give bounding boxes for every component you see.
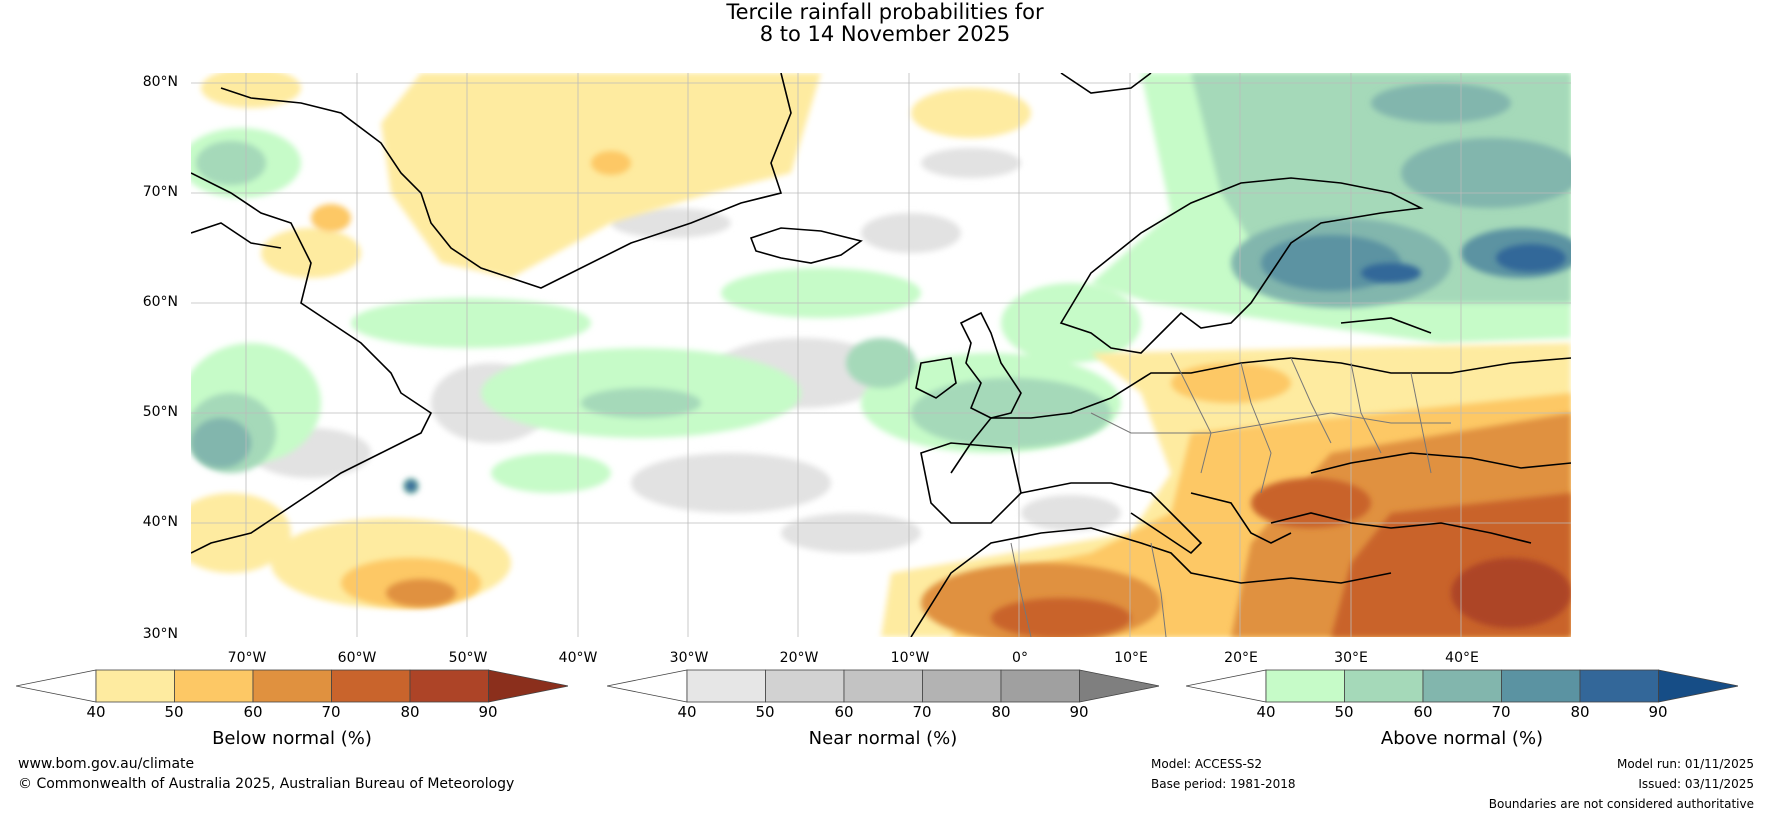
- graticule: [191, 73, 1571, 637]
- lon-label-0: 0°: [1012, 650, 1028, 666]
- near-colorbar-bin-5: [1000, 669, 1080, 703]
- cb-below-tick: 70: [321, 703, 341, 721]
- lat-label-60n: 60°N: [142, 294, 178, 310]
- cb-near-label: Near normal (%): [808, 728, 958, 749]
- coastlines: [191, 73, 1571, 637]
- lat-label-70n: 70°N: [142, 184, 178, 200]
- lon-label-70w: 70°W: [227, 650, 267, 666]
- lon-label-40w: 40°W: [558, 650, 598, 666]
- lon-label-40e: 40°E: [1445, 650, 1479, 666]
- base-period-text: Base period: 1981-2018: [1151, 777, 1296, 791]
- cb-above-label: Above normal (%): [1380, 728, 1544, 749]
- cb-near-tick: 60: [834, 703, 854, 721]
- cb-below-tick: 50: [164, 703, 184, 721]
- below-colorbar-bin-2: [174, 669, 254, 703]
- cb-above-tick: 70: [1491, 703, 1511, 721]
- cb-above-tick: 80: [1570, 703, 1590, 721]
- above-colorbar-bin-3: [1422, 669, 1502, 703]
- colorbar-above-normal: [1186, 669, 1738, 703]
- cb-near-tick: 40: [677, 703, 697, 721]
- below-colorbar-bin-4: [331, 669, 411, 703]
- lon-label-10w: 10°W: [890, 650, 930, 666]
- cb-below-tick: 80: [400, 703, 420, 721]
- cb-near-tick: 90: [1069, 703, 1089, 721]
- lat-label-80n: 80°N: [142, 74, 178, 90]
- copyright-text: © Commonwealth of Australia 2025, Austra…: [18, 776, 515, 792]
- cb-near-tick: 50: [755, 703, 775, 721]
- chart-title-line1: Tercile rainfall probabilities for: [726, 0, 1044, 24]
- near-colorbar-bin-3: [843, 669, 923, 703]
- cb-near-tick: 80: [991, 703, 1011, 721]
- above-colorbar-bin-5: [1579, 669, 1659, 703]
- website-text: www.bom.gov.au/climate: [18, 756, 195, 772]
- cb-below-tick: 40: [86, 703, 106, 721]
- disclaimer-text: Boundaries are not considered authoritat…: [1488, 797, 1754, 811]
- below-colorbar-bin-5: [409, 669, 489, 703]
- below-colorbar-high-extend: [488, 669, 568, 703]
- lon-label-30e: 30°E: [1334, 650, 1368, 666]
- below-colorbar-low-extend: [16, 669, 97, 703]
- above-colorbar-high-extend: [1658, 669, 1738, 703]
- lon-label-20e: 20°E: [1224, 650, 1258, 666]
- above-colorbar-bin-4: [1501, 669, 1581, 703]
- near-colorbar-high-extend: [1079, 669, 1159, 703]
- chart-title-line2: 8 to 14 November 2025: [759, 22, 1011, 46]
- cb-above-tick: 40: [1256, 703, 1276, 721]
- cb-near-tick: 70: [912, 703, 932, 721]
- lon-label-30w: 30°W: [669, 650, 709, 666]
- lat-label-50n: 50°N: [142, 404, 178, 420]
- below-colorbar-bin-1: [95, 669, 175, 703]
- cb-below-label: Below normal (%): [212, 728, 372, 749]
- probability-map: [191, 73, 1571, 637]
- cb-above-tick: 60: [1413, 703, 1433, 721]
- near-colorbar-bin-4: [922, 669, 1002, 703]
- model-run-text: Model run: 01/11/2025: [1616, 757, 1754, 771]
- colorbar-below-normal: [16, 669, 568, 703]
- above-colorbar-bin-2: [1344, 669, 1424, 703]
- lat-label-40n: 40°N: [142, 514, 178, 530]
- lon-label-10e: 10°E: [1114, 650, 1148, 666]
- cb-below-tick: 90: [478, 703, 498, 721]
- above-colorbar-low-extend: [1186, 669, 1267, 703]
- cb-below-tick: 60: [243, 703, 263, 721]
- issued-text: Issued: 03/11/2025: [1638, 777, 1754, 791]
- probability-fields: [191, 73, 1571, 637]
- near-colorbar-bin-2: [765, 669, 845, 703]
- model-text: Model: ACCESS-S2: [1151, 757, 1263, 771]
- lon-label-60w: 60°W: [337, 650, 377, 666]
- colorbar-near-normal: [607, 669, 1159, 703]
- lon-label-20w: 20°W: [779, 650, 819, 666]
- near-colorbar-low-extend: [607, 669, 688, 703]
- above-colorbar-bin-1: [1265, 669, 1345, 703]
- country-borders: [1010, 352, 1451, 637]
- cb-above-tick: 90: [1648, 703, 1668, 721]
- below-colorbar-bin-3: [252, 669, 332, 703]
- near-colorbar-bin-1: [686, 669, 766, 703]
- lat-label-30n: 30°N: [142, 626, 178, 642]
- cb-above-tick: 50: [1334, 703, 1354, 721]
- lon-label-50w: 50°W: [448, 650, 488, 666]
